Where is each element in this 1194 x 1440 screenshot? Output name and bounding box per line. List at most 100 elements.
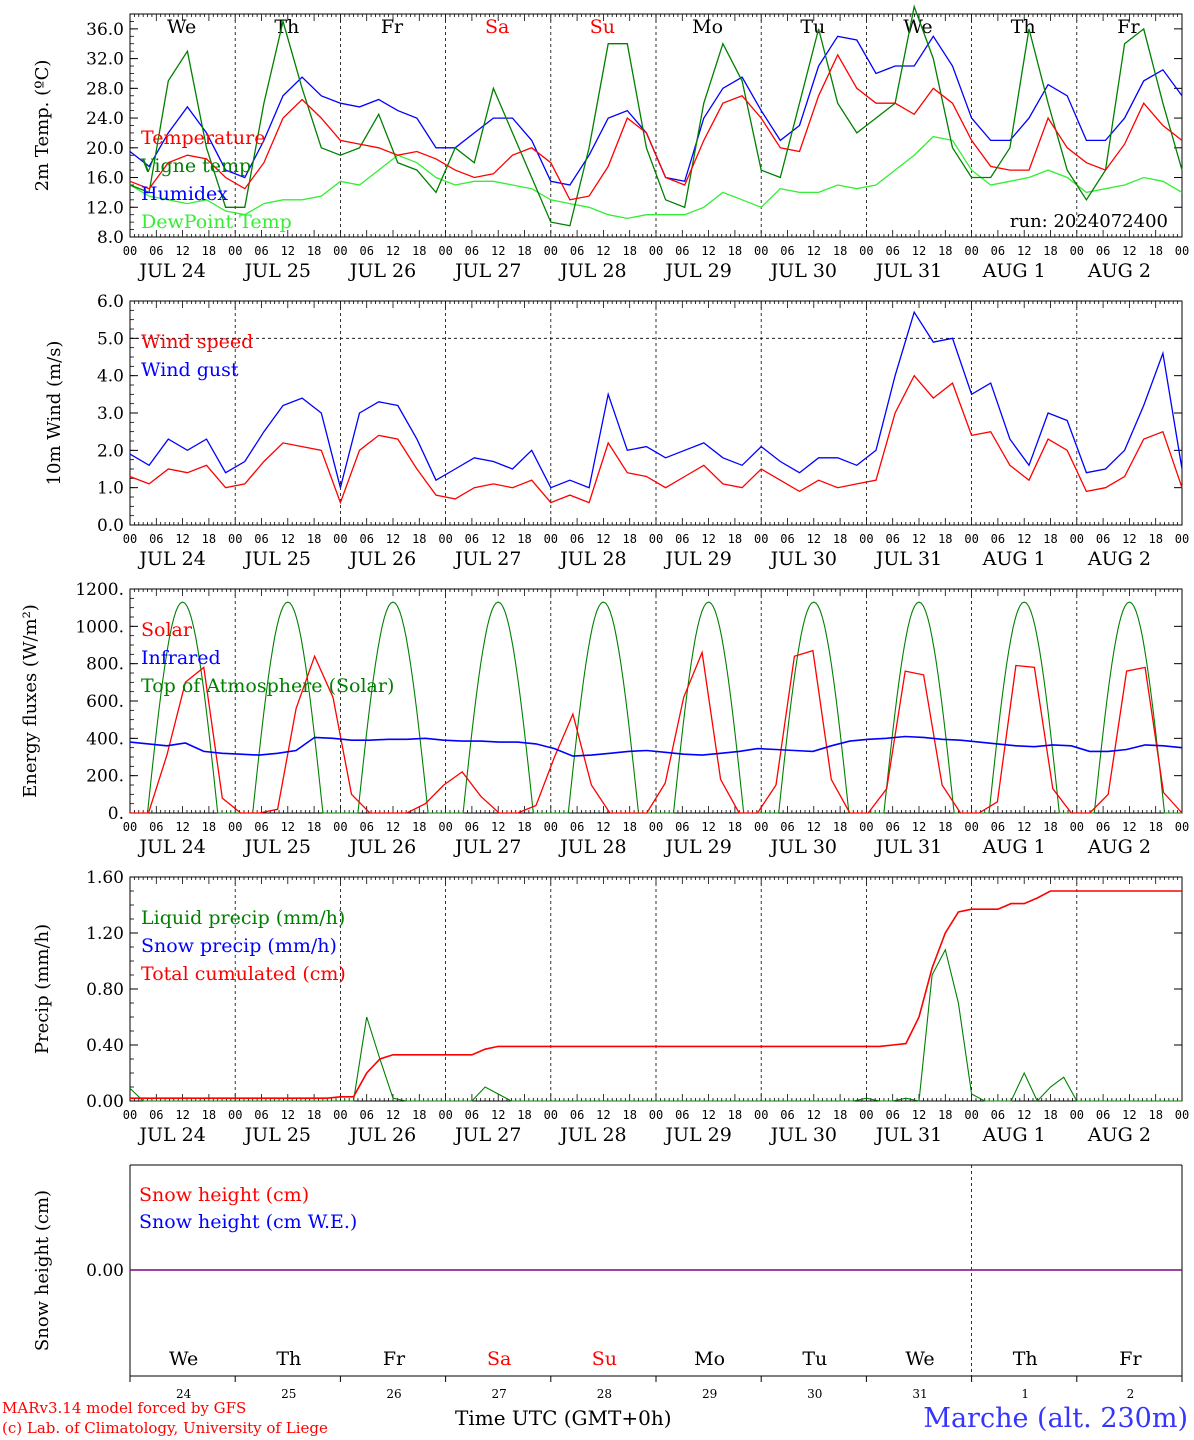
hour-tick-label: 18 [307, 820, 321, 834]
energy-panel: 0. 200. 400. 600. 800. 1000. 1200. 00 06 12 18 00 06… [20, 580, 1189, 858]
hour-tick-label: 12 [175, 1108, 189, 1122]
hour-tick-label: 00 [438, 532, 452, 546]
hour-tick-label: 00 [649, 820, 663, 834]
y-tick-label: 1.0 [97, 479, 124, 499]
hour-tick-label: 12 [1017, 1108, 1031, 1122]
date-label: JUL 29 [663, 260, 731, 282]
hour-tick-label: 12 [281, 1108, 295, 1122]
y-axis-label: 10m Wind (m/s) [44, 341, 65, 486]
hour-tick-label: 18 [1148, 820, 1162, 834]
hour-tick-label: 06 [254, 1108, 268, 1122]
hour-tick-label: 18 [833, 820, 847, 834]
date-label: JUL 27 [453, 836, 521, 858]
y-tick-label: 1200. [75, 580, 124, 600]
weekday-label: Mo [694, 1348, 725, 1370]
y-tick-label: 24.0 [86, 109, 124, 129]
y-tick-label: 32.0 [86, 50, 124, 70]
hour-tick-label: 00 [859, 1108, 873, 1122]
weekday-label: We [903, 16, 932, 38]
hour-tick-label: 12 [912, 820, 926, 834]
hour-tick-label: 12 [175, 244, 189, 258]
hour-tick-label: 00 [649, 244, 663, 258]
hour-tick-label: 06 [1096, 532, 1110, 546]
date-label: AUG 1 [982, 1124, 1046, 1146]
hour-tick-label: 06 [359, 820, 373, 834]
y-tick-label: 8.0 [97, 228, 124, 248]
date-label: JUL 27 [453, 548, 521, 570]
hour-tick-label: 00 [544, 532, 558, 546]
hour-tick-label: 12 [807, 820, 821, 834]
hour-tick-label: 06 [1096, 1108, 1110, 1122]
hour-tick-label: 06 [675, 532, 689, 546]
y-tick-label: 800. [86, 655, 124, 675]
hour-tick-label: 06 [359, 1108, 373, 1122]
hour-tick-label: 00 [544, 820, 558, 834]
date-label: JUL 28 [558, 548, 626, 570]
day-number-label: 25 [281, 1387, 296, 1401]
hour-tick-label: 12 [1122, 820, 1136, 834]
hour-tick-label: 00 [1175, 1108, 1189, 1122]
hour-tick-label: 12 [281, 820, 295, 834]
hour-tick-label: 00 [964, 244, 978, 258]
weekday-label: Su [590, 16, 615, 38]
date-label: JUL 29 [663, 548, 731, 570]
date-label: JUL 24 [137, 548, 205, 570]
hour-tick-label: 18 [1148, 1108, 1162, 1122]
legend-entry: Wind speed [141, 331, 253, 353]
date-label: JUL 31 [874, 836, 942, 858]
hour-tick-label: 06 [885, 1108, 899, 1122]
weekday-label: We [167, 16, 196, 38]
panel-frame [129, 588, 1183, 814]
hour-tick-label: 12 [701, 532, 715, 546]
hour-tick-label: 12 [491, 244, 505, 258]
hour-tick-label: 12 [596, 532, 610, 546]
weekday-label: Sa [487, 1348, 511, 1370]
hour-tick-label: 06 [675, 820, 689, 834]
hour-tick-label: 06 [359, 532, 373, 546]
hour-tick-label: 06 [570, 532, 584, 546]
hour-tick-label: 18 [517, 244, 531, 258]
hour-tick-label: 00 [438, 820, 452, 834]
hour-tick-label: 00 [438, 244, 452, 258]
hour-tick-label: 18 [517, 1108, 531, 1122]
hour-tick-label: 18 [412, 820, 426, 834]
hour-tick-label: 12 [281, 244, 295, 258]
hour-tick-label: 18 [728, 820, 742, 834]
wind-panel: 0.0 1.0 2.0 3.0 4.0 5.0 6.0 00 06 12 18 00 06 12 18 00 0… [44, 292, 1189, 570]
y-tick-label: 28.0 [86, 79, 124, 99]
weekday-label: Fr [383, 1348, 406, 1370]
hour-tick-label: 18 [1043, 820, 1057, 834]
hour-tick-label: 12 [1122, 532, 1136, 546]
series-line [130, 601, 1182, 814]
hour-tick-label: 06 [991, 532, 1005, 546]
hour-tick-label: 18 [202, 820, 216, 834]
y-tick-label: 0.00 [86, 1092, 124, 1112]
y-tick-label: 6.0 [97, 292, 124, 312]
hour-tick-label: 12 [1122, 1108, 1136, 1122]
y-tick-label: 16.0 [86, 169, 124, 189]
hour-tick-label: 18 [1043, 244, 1057, 258]
hour-tick-label: 00 [754, 244, 768, 258]
hour-tick-label: 12 [386, 820, 400, 834]
day-number-label: 2 [1127, 1387, 1135, 1401]
hour-tick-label: 06 [780, 244, 794, 258]
series-line [129, 735, 1183, 757]
legend-entry: Humidex [141, 183, 228, 205]
hour-tick-label: 00 [123, 1108, 137, 1122]
legend-entry: Vigne temp [140, 155, 251, 177]
hour-tick-label: 18 [202, 1108, 216, 1122]
hour-tick-label: 18 [728, 244, 742, 258]
hour-tick-label: 12 [912, 532, 926, 546]
date-label: JUL 25 [243, 548, 311, 570]
day-number-label: 28 [597, 1387, 612, 1401]
hour-tick-label: 00 [228, 532, 242, 546]
date-label: JUL 29 [663, 836, 731, 858]
date-label: AUG 1 [982, 260, 1046, 282]
legend-entry: Temperature [141, 127, 265, 149]
date-label: JUL 28 [558, 260, 626, 282]
date-label: JUL 30 [769, 836, 837, 858]
weekday-label: We [905, 1348, 934, 1370]
hour-tick-label: 12 [386, 532, 400, 546]
hour-tick-label: 06 [780, 532, 794, 546]
